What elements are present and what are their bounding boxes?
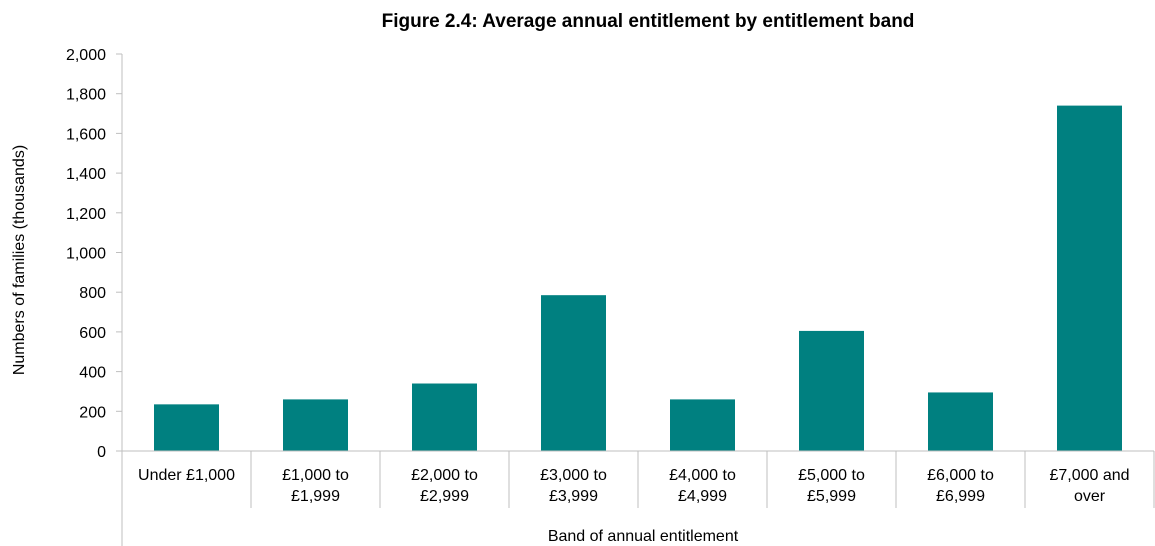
bars-group: [154, 105, 1122, 452]
bar: [928, 392, 993, 451]
bar: [154, 404, 219, 451]
x-tick-label-line: £2,999: [420, 488, 469, 505]
x-axis-title: Band of annual entitlement: [548, 528, 739, 545]
x-tick-label: £5,000 to £5,999: [798, 467, 865, 505]
x-tick-label: £4,000 to £4,999: [669, 467, 736, 505]
x-axis-tick-labels: Under £1,000 £1,000 to £1,999 £2,000 to £2,9…: [138, 467, 1130, 505]
x-tick-label: £6,000 to £6,999: [927, 467, 994, 505]
y-tick-label: 1,800: [66, 87, 106, 104]
x-tick-label-line: £4,999: [678, 488, 727, 505]
y-tick-label: 1,400: [66, 166, 106, 183]
x-tick-label: £3,000 to £3,999: [540, 467, 607, 505]
y-tick-label: 0: [97, 444, 106, 461]
y-tick-label: 1,200: [66, 206, 106, 223]
bar: [541, 295, 606, 451]
x-tick-label-line: £5,999: [807, 488, 856, 505]
x-tick-label-line: £6,999: [936, 488, 985, 505]
x-tick-label-line: £1,999: [291, 488, 340, 505]
x-tick-label: £7,000 and over: [1049, 467, 1129, 505]
x-tick-label-line: £5,000 to: [798, 467, 865, 484]
y-tick-label: 2,000: [66, 47, 106, 64]
bar: [670, 399, 735, 451]
x-tick-label-line: £7,000 and: [1049, 467, 1129, 484]
y-tick-label: 400: [79, 365, 106, 382]
x-tick-label-line: £1,000 to: [282, 467, 349, 484]
y-tick-label: 600: [79, 325, 106, 342]
y-tick-label: 800: [79, 285, 106, 302]
x-tick-label-line: £2,000 to: [411, 467, 478, 484]
x-tick-label-line: over: [1074, 488, 1106, 505]
y-tick-label: 1,000: [66, 246, 106, 263]
bar: [1057, 105, 1122, 452]
y-tick-label: 1,600: [66, 126, 106, 143]
x-tick-label-line: £6,000 to: [927, 467, 994, 484]
bar: [799, 330, 864, 451]
bar: [283, 399, 348, 451]
x-tick-label: £2,000 to £2,999: [411, 467, 478, 505]
y-axis-ticks: 0 200 400 600 800 1,000 1,200 1,400 1,600 1,800 2,…: [66, 47, 122, 461]
x-tick-label: £1,000 to £1,999: [282, 467, 349, 505]
x-tick-label-line: £3,999: [549, 488, 598, 505]
chart-title: Figure 2.4: Average annual entitlement b…: [382, 11, 915, 32]
x-tick-label: Under £1,000: [138, 467, 235, 484]
bar: [412, 383, 477, 451]
y-tick-label: 200: [79, 404, 106, 421]
y-axis-title: Numbers of families (thousands): [11, 145, 28, 375]
x-tick-label-line: £3,000 to: [540, 467, 607, 484]
x-tick-label-line: Under £1,000: [138, 467, 235, 484]
x-tick-label-line: £4,000 to: [669, 467, 736, 484]
x-axis-ticks: [250, 451, 1155, 508]
